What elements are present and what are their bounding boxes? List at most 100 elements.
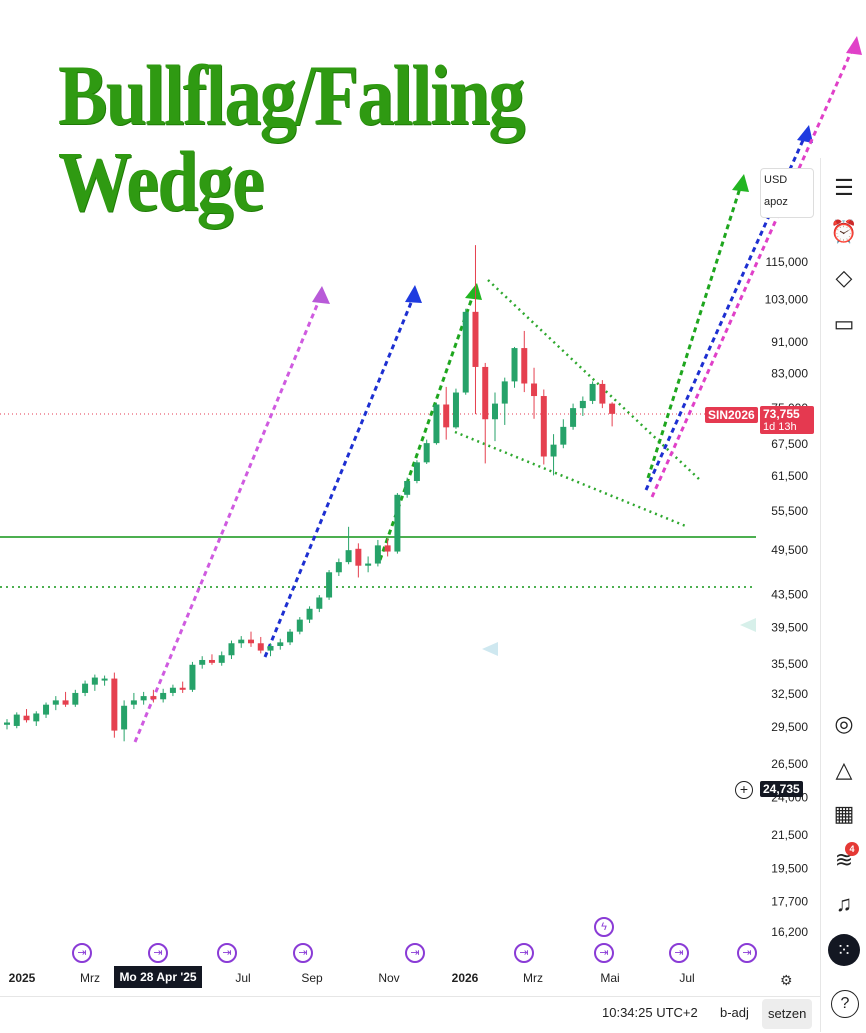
candle-body — [560, 426, 567, 445]
candle-body — [482, 366, 489, 420]
crosshair-price-label: 24,735 — [760, 781, 803, 797]
lightning-icon[interactable]: ϟ — [594, 917, 614, 937]
faint-marker-right — [740, 618, 756, 632]
alarm-clock-icon[interactable]: ⏰ — [830, 219, 858, 244]
candle-body — [43, 704, 50, 715]
green-arrowhead-1 — [465, 283, 482, 300]
y-tick-label: 115,000 — [766, 255, 809, 269]
magenta-arrowhead-1 — [312, 286, 330, 304]
event-icon[interactable]: ⇥ — [72, 943, 92, 963]
wedge-upper-line — [487, 279, 701, 481]
y-tick-label: 103,000 — [765, 293, 809, 307]
wedge-lower-line — [454, 430, 689, 529]
target-icon[interactable]: ◎ — [834, 711, 854, 736]
green-arrow-1 — [378, 297, 474, 561]
bottom-status-bar: 10:34:25 UTC+2 b-adj setzen — [0, 996, 820, 1033]
candle-body — [326, 572, 333, 598]
candle-body — [335, 562, 342, 573]
candle-body — [374, 545, 381, 564]
event-icon[interactable]: ⇥ — [293, 943, 313, 963]
candle-body — [511, 348, 518, 382]
x-tick-label: Mrz — [523, 971, 543, 985]
y-tick-label: 35,500 — [771, 657, 808, 671]
event-icon[interactable]: ⇥ — [594, 943, 614, 963]
candle-body — [52, 700, 59, 705]
price-axis: 16,20017,70019,50021,50024,00026,50029,5… — [9, 255, 809, 985]
candle-body — [287, 631, 294, 643]
blue-arrow-2 — [644, 137, 806, 491]
candle-body — [140, 696, 147, 701]
y-tick-label: 19,500 — [771, 862, 808, 876]
green-arrow-2 — [646, 187, 742, 479]
candle-body — [238, 639, 245, 644]
mountain-icon[interactable]: △ — [835, 757, 853, 782]
x-tick-label: Sep — [301, 971, 323, 985]
y-tick-label: 55,500 — [771, 504, 808, 518]
y-tick-label: 21,500 — [771, 828, 808, 842]
candle-body — [443, 404, 450, 428]
event-icon[interactable]: ⇥ — [217, 943, 237, 963]
candle-body — [160, 692, 167, 700]
setzen-button[interactable]: setzen — [762, 999, 813, 1029]
currency-sub: apoz — [764, 196, 788, 208]
apps-grid-icon[interactable]: ⁙ — [828, 934, 860, 966]
candle-body — [452, 392, 459, 428]
candle-body — [277, 642, 284, 646]
candle-body — [296, 619, 303, 632]
candle-body — [589, 383, 596, 401]
currency-selector[interactable]: USD apoz — [760, 168, 814, 218]
candle-body — [33, 713, 40, 722]
candle-body — [345, 550, 352, 563]
settings-gear-icon[interactable]: ⚙ — [780, 972, 793, 988]
help-icon[interactable]: ? — [831, 990, 859, 1018]
candle-body — [472, 311, 479, 367]
candle-body — [130, 700, 137, 705]
candle-body — [394, 494, 401, 552]
right-toolbar: ☰ ⏰ ◇ ▭ ◎ △ ▦ ≋ ♫ ⁙ ? — [820, 158, 866, 1032]
alert-count-badge: 4 — [845, 842, 859, 856]
bell-icon[interactable]: ♫ — [835, 891, 853, 916]
candle-body — [521, 348, 528, 384]
candle-body — [599, 383, 606, 404]
candle-body — [365, 563, 372, 566]
candle-body — [248, 639, 254, 644]
countdown-value: 1d 13h — [763, 421, 797, 433]
last-price-label: 73,755 1d 13h — [760, 406, 814, 434]
y-tick-label: 67,500 — [771, 437, 808, 451]
magenta-arrow-1 — [133, 297, 322, 743]
y-tick-label: 17,700 — [771, 895, 808, 909]
candle-body — [540, 396, 547, 457]
y-tick-label: 61,500 — [771, 469, 808, 483]
currency-code[interactable]: USD — [764, 174, 788, 186]
candle-body — [267, 645, 274, 651]
y-tick-label: 16,200 — [771, 925, 808, 939]
candle-body — [189, 664, 196, 690]
x-tick-label: Jul — [235, 971, 250, 985]
magenta-arrowhead-2 — [846, 36, 862, 55]
last-price-value: 73,755 — [763, 407, 800, 421]
candle-body — [492, 403, 498, 420]
plus-icon[interactable]: + — [735, 781, 753, 799]
event-icon[interactable]: ⇥ — [737, 943, 757, 963]
candle-body — [218, 655, 225, 663]
event-icon[interactable]: ⇥ — [405, 943, 425, 963]
candle-body — [91, 677, 98, 685]
candle-body — [62, 700, 69, 705]
candle-body — [150, 696, 157, 700]
candle-body — [169, 687, 176, 693]
candle-body — [413, 462, 420, 482]
blue-arrow-1 — [263, 297, 415, 658]
event-icon[interactable]: ⇥ — [148, 943, 168, 963]
y-tick-label: 91,000 — [771, 335, 808, 349]
event-icon[interactable]: ⇥ — [669, 943, 689, 963]
adjust-toggle[interactable]: b-adj — [720, 1005, 749, 1020]
y-tick-label: 39,500 — [771, 620, 808, 634]
chat-icon[interactable]: ▭ — [833, 311, 855, 336]
event-icon[interactable]: ⇥ — [514, 943, 534, 963]
calendar-icon[interactable]: ▦ — [833, 801, 855, 826]
layers-icon[interactable]: ◇ — [835, 265, 853, 290]
watchlist-icon[interactable]: ☰ — [834, 175, 854, 200]
candle-body — [228, 643, 235, 656]
candle-body — [306, 608, 313, 620]
